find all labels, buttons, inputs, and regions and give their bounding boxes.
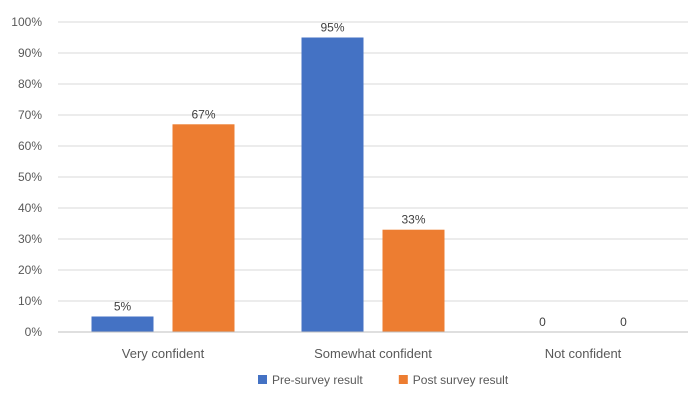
y-tick-label: 10%: [18, 294, 42, 308]
y-tick-label: 50%: [18, 170, 42, 184]
y-tick-label: 30%: [18, 232, 42, 246]
bar: [301, 37, 364, 332]
bars: [91, 37, 445, 332]
category-labels: Very confident Somewhat confident Not conf…: [122, 346, 622, 361]
y-tick-label: 60%: [18, 139, 42, 153]
data-label: 95%: [320, 21, 344, 35]
legend: Pre-survey result Post survey result: [258, 373, 509, 387]
y-tick-label: 0%: [25, 325, 43, 339]
legend-swatch: [258, 375, 267, 384]
y-tick-label: 90%: [18, 46, 42, 60]
bar: [382, 229, 445, 332]
legend-swatch: [398, 375, 408, 384]
data-label: 0: [620, 315, 627, 329]
gridlines: [58, 21, 688, 302]
category-label: Somewhat confident: [314, 346, 432, 361]
category-label: Very confident: [122, 346, 205, 361]
y-tick-label: 80%: [18, 77, 42, 91]
y-tick-label: 70%: [18, 108, 42, 122]
bar: [172, 124, 235, 332]
y-tick-label: 100%: [11, 15, 42, 29]
y-tick-label: 20%: [18, 263, 42, 277]
y-axis-ticks: 0% 10% 20% 30% 40% 50% 60% 70% 80% 90% 100%: [11, 15, 42, 339]
bar: [91, 316, 154, 332]
data-labels: 5% 67% 95% 33% 0 0: [114, 21, 627, 330]
data-label: 5%: [114, 300, 132, 314]
category-label: Not confident: [545, 346, 622, 361]
data-label: 67%: [191, 107, 215, 121]
y-tick-label: 40%: [18, 201, 42, 215]
legend-label: Pre-survey result: [272, 373, 363, 387]
data-label: 33%: [401, 213, 425, 227]
legend-label: Post survey result: [413, 373, 509, 387]
data-label: 0: [539, 315, 546, 329]
